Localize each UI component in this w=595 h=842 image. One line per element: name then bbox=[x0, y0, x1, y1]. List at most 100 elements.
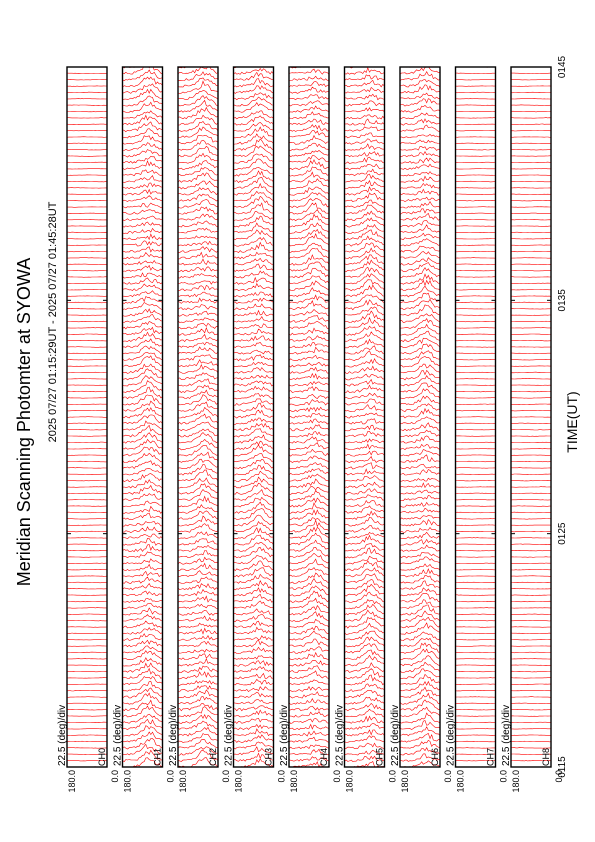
trace-line bbox=[511, 397, 551, 399]
trace-line bbox=[233, 166, 274, 177]
trace-line bbox=[233, 67, 274, 75]
trace-line bbox=[233, 655, 274, 660]
trace-line bbox=[344, 299, 385, 311]
trace-line bbox=[67, 390, 107, 393]
trace-line bbox=[511, 658, 551, 660]
trace-line bbox=[233, 547, 274, 559]
trace-line bbox=[67, 728, 107, 730]
trace-line bbox=[511, 492, 551, 494]
trace-line bbox=[178, 359, 218, 367]
trace-line bbox=[122, 420, 163, 431]
trace-line bbox=[511, 110, 551, 113]
trace-line bbox=[400, 245, 440, 253]
trace-line bbox=[67, 244, 107, 246]
trace-line bbox=[289, 254, 329, 266]
trace-line bbox=[233, 514, 274, 527]
trace-line bbox=[122, 95, 163, 107]
y-tick-label: 0.0 bbox=[388, 770, 398, 783]
trace-line bbox=[511, 734, 551, 736]
trace-line bbox=[455, 422, 496, 425]
trace-line bbox=[178, 95, 218, 107]
channel-label: CH8 bbox=[541, 748, 551, 766]
trace-line bbox=[289, 149, 329, 157]
trace-line bbox=[289, 486, 329, 495]
trace-line bbox=[344, 438, 385, 444]
trace-line bbox=[289, 361, 329, 368]
trace-line bbox=[122, 290, 163, 298]
trace-line bbox=[67, 199, 107, 202]
trace-line bbox=[455, 505, 496, 507]
trace-line bbox=[511, 371, 551, 374]
trace-line bbox=[289, 539, 329, 552]
trace-line bbox=[67, 549, 107, 552]
trace-line bbox=[511, 740, 551, 743]
trace-line bbox=[233, 367, 274, 374]
trace-line bbox=[67, 702, 107, 705]
trace-line bbox=[455, 632, 496, 634]
trace-line bbox=[122, 169, 163, 177]
trace-line bbox=[122, 582, 163, 591]
trace-line bbox=[289, 105, 329, 113]
trace-line bbox=[122, 452, 163, 463]
panel-frame bbox=[66, 66, 108, 768]
trace-line bbox=[233, 303, 274, 310]
trace-line bbox=[178, 126, 218, 139]
trace-line bbox=[511, 639, 551, 641]
trace-line bbox=[344, 715, 385, 724]
trace-line bbox=[67, 308, 107, 310]
trace-line bbox=[344, 534, 385, 546]
trace-line bbox=[122, 512, 163, 520]
trace-line bbox=[67, 371, 107, 374]
channel-label: CH7 bbox=[486, 748, 496, 766]
trace-line bbox=[455, 257, 496, 259]
trace-line bbox=[344, 151, 385, 158]
trace-line bbox=[67, 753, 107, 755]
trace-line bbox=[289, 748, 329, 756]
trace-line bbox=[511, 664, 551, 666]
trace-line bbox=[122, 731, 163, 743]
y-tick-label: 0.0 bbox=[221, 770, 231, 783]
trace-line bbox=[122, 67, 163, 75]
trace-line bbox=[289, 155, 329, 163]
trace-line bbox=[400, 556, 440, 565]
trace-line bbox=[178, 615, 218, 622]
trace-line bbox=[289, 705, 329, 711]
trace-line bbox=[400, 220, 440, 228]
trace-line bbox=[67, 397, 107, 399]
trace-line bbox=[400, 350, 440, 361]
trace-line bbox=[122, 380, 163, 393]
trace-line bbox=[122, 314, 163, 323]
trace-line bbox=[122, 182, 163, 190]
trace-line bbox=[400, 67, 440, 75]
trace-line bbox=[511, 613, 551, 615]
trace-line bbox=[233, 96, 274, 107]
trace-line bbox=[455, 556, 496, 558]
trace-line bbox=[178, 333, 218, 343]
trace-line bbox=[289, 478, 329, 489]
trace-line bbox=[455, 130, 496, 132]
trace-line bbox=[289, 186, 329, 196]
trace-line bbox=[455, 549, 496, 552]
trace-line bbox=[344, 173, 385, 183]
trace-line bbox=[344, 431, 385, 438]
trace-line bbox=[122, 662, 163, 673]
trace-line bbox=[233, 110, 274, 120]
trace-line bbox=[289, 497, 329, 508]
trace-line bbox=[67, 123, 107, 125]
y-tick-label: 0.0 bbox=[443, 770, 453, 783]
panel-frame bbox=[510, 66, 552, 768]
panel-frame bbox=[177, 66, 219, 768]
trace-line bbox=[233, 309, 274, 317]
trace-line bbox=[122, 215, 163, 221]
trace-line bbox=[511, 632, 551, 635]
scale-label: 22.5 (deg)/div bbox=[224, 705, 235, 766]
trace-group bbox=[455, 67, 496, 767]
trace-line bbox=[122, 500, 163, 508]
trace-line bbox=[122, 725, 163, 737]
trace-line bbox=[511, 524, 551, 526]
y-tick-label: 180.0 bbox=[289, 770, 299, 793]
trace-line bbox=[400, 374, 440, 387]
trace-line bbox=[67, 721, 107, 724]
trace-line bbox=[455, 161, 496, 164]
x-axis-label: TIME(UT) bbox=[564, 391, 580, 452]
